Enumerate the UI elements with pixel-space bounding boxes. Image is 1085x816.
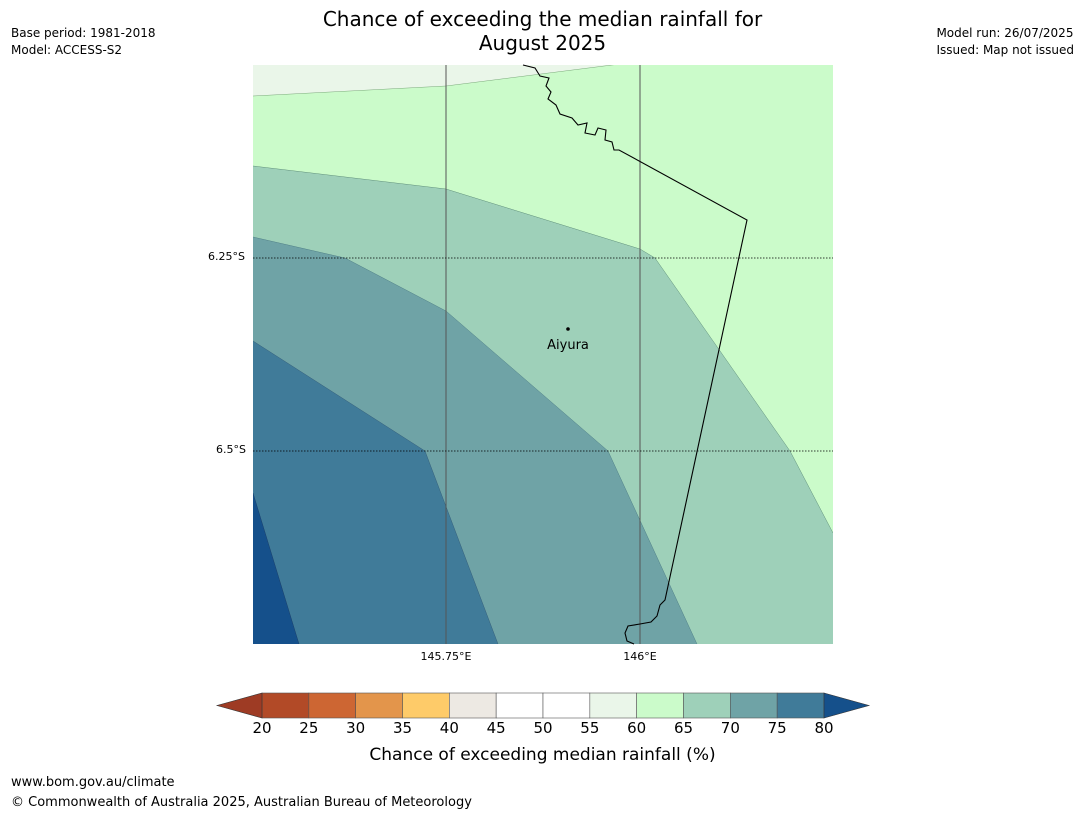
aiyura-label: Aiyura xyxy=(547,338,589,353)
region-75-80 xyxy=(253,341,498,644)
colorbar-tick-label: 75 xyxy=(767,719,787,737)
colorbar-segment xyxy=(730,692,778,719)
issued-text: Issued: Map not issued xyxy=(936,43,1074,57)
colorbar-tick-label: 70 xyxy=(720,719,740,737)
aiyura-marker xyxy=(566,327,570,331)
colorbar-tick-label: 80 xyxy=(814,719,834,737)
colorbar-tick-label: 30 xyxy=(346,719,366,737)
map-title-line-2: August 2025 xyxy=(478,31,607,55)
colorbar-segment xyxy=(683,692,731,719)
colorbar-tick-label: 45 xyxy=(486,719,506,737)
colorbar-tick-label: 55 xyxy=(580,719,600,737)
colorbar-tick-label: 60 xyxy=(627,719,647,737)
colorbar-segment xyxy=(308,692,356,719)
map-title: Chance of exceeding the median rainfall … xyxy=(0,7,1085,55)
province-boundary xyxy=(522,64,748,645)
footer-url: www.bom.gov.au/climate xyxy=(11,775,175,790)
colorbar-over-arrow xyxy=(823,692,871,719)
colorbar-tick-label: 25 xyxy=(299,719,319,737)
colorbar-tick-label: 65 xyxy=(673,719,694,737)
meta-right: Model run: 26/07/2025 Issued: Map not is… xyxy=(936,25,1074,59)
lat-tick-6-25: 6.25°S xyxy=(208,250,245,263)
colorbar-segment xyxy=(261,692,310,719)
colorbar-segment xyxy=(776,692,825,719)
colorbar-tick-label: 40 xyxy=(439,719,459,737)
meta-left: Base period: 1981-2018 Model: ACCESS-S2 xyxy=(11,25,156,59)
colorbar-tick-label: 20 xyxy=(252,719,272,737)
colorbar-tick-label: 35 xyxy=(392,719,413,737)
map-title-line-1: Chance of exceeding the median rainfall … xyxy=(322,7,763,31)
map-canvas: Aiyura xyxy=(253,64,833,645)
lon-tick-145-75: 145.75°E xyxy=(420,650,472,663)
base-period-text: Base period: 1981-2018 xyxy=(11,26,156,40)
colorbar-under-arrow xyxy=(215,692,263,719)
colorbar-segment xyxy=(589,692,637,719)
colorbar-segment xyxy=(636,692,684,719)
colorbar-segment xyxy=(402,692,450,719)
lat-tick-6-5: 6.5°S xyxy=(216,443,246,456)
colorbar-label: Chance of exceeding median rainfall (%) xyxy=(369,745,716,765)
lon-tick-146: 146°E xyxy=(623,650,657,663)
colorbar-tick-label: 50 xyxy=(533,719,553,737)
colorbar-segment xyxy=(355,692,403,719)
colorbar-segment xyxy=(495,692,544,719)
model-run-text: Model run: 26/07/2025 xyxy=(936,26,1074,40)
colorbar-segment xyxy=(449,692,497,719)
model-text: Model: ACCESS-S2 xyxy=(11,43,123,57)
footer-copyright: © Commonwealth of Australia 2025, Austra… xyxy=(11,795,472,810)
colorbar-segment xyxy=(542,692,591,719)
probability-shading xyxy=(253,65,833,644)
colorbar xyxy=(215,692,871,719)
